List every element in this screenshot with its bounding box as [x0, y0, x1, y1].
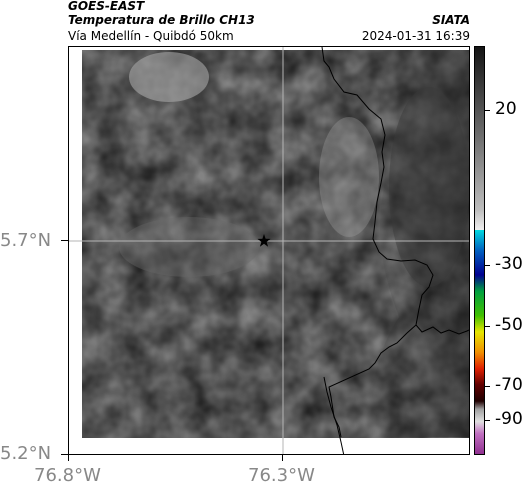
lon-label-2: 76.3°W [248, 465, 315, 486]
lat-tick-1 [61, 240, 68, 241]
cbar-tick-m90 [485, 420, 490, 421]
region-border-south [323, 376, 345, 454]
cbar-tick-m50 [485, 326, 490, 327]
satellite-title: GOES-EAST [68, 0, 145, 13]
country-border [321, 47, 469, 335]
cbar-label-m90: -90 [495, 409, 523, 429]
product-title: Temperatura de Brillo CH13 [68, 13, 255, 27]
lon-label-1: 76.8°W [34, 465, 101, 486]
cbar-tick-m70 [485, 386, 490, 387]
satellite-map[interactable] [68, 46, 470, 455]
timestamp-label: 2024-01-31 16:39 [361, 29, 470, 43]
lon-tick-2 [282, 455, 283, 461]
brand-label: SIATA [432, 13, 470, 27]
cbar-tick-20 [485, 110, 490, 111]
star-icon [257, 234, 271, 247]
lon-tick-1 [68, 455, 69, 461]
lat-label-1: 5.7°N [0, 230, 52, 251]
cbar-label-20: 20 [495, 99, 517, 119]
lat-label-2: 5.2°N [0, 443, 52, 464]
region-subtitle: Vía Medellín - Quibdó 50km [68, 29, 234, 43]
brightness-temperature-image [82, 50, 469, 438]
cbar-tick-m30 [485, 265, 490, 266]
colorbar-gradient [475, 47, 484, 454]
lat-tick-2 [61, 454, 68, 455]
cbar-label-m50: -50 [495, 315, 523, 335]
map-canvas [69, 47, 469, 454]
cbar-label-m30: -30 [495, 254, 523, 274]
colorbar [474, 46, 485, 455]
cbar-label-m70: -70 [495, 375, 523, 395]
